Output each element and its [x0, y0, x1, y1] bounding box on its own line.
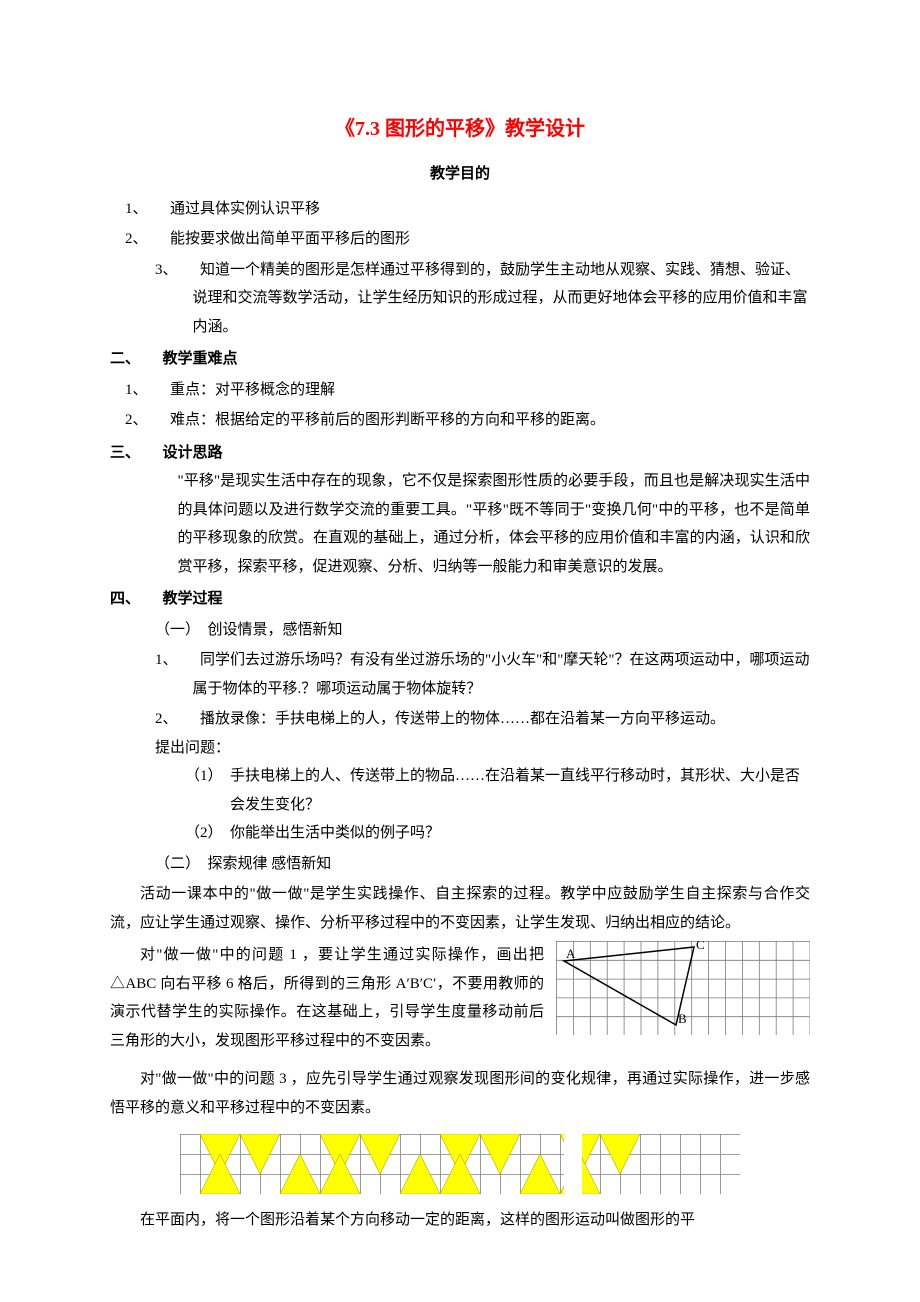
figure-triangle-grid: A B C [556, 941, 810, 1035]
section4-head: 四、 教学过程 [110, 585, 810, 614]
sec4-partA-qlabel: 提出问题： [110, 734, 810, 763]
sec1-item-3: 3、 知道一个精美的图形是怎样通过平移得到的，鼓励学生主动地从观察、实践、猜想、… [110, 256, 810, 342]
sec3-body: "平移"是现实生活中存在的现象，它不仅是探索图形性质的必要手段，而且也是解决现实… [110, 467, 810, 581]
sec1-item-1: 1、 通过具体实例认识平移 [110, 195, 810, 224]
sec4-partA-item-2: 2、 播放录像：手扶电梯上的人，传送带上的物体……都在沿着某一方向平移运动。 [110, 705, 810, 734]
section3-head: 三、 设计思路 [110, 439, 810, 468]
sec4-partA-head: （一） 创设情景，感悟新知 [110, 616, 810, 645]
figure-triangle-pattern [180, 1134, 740, 1194]
svg-text:A: A [566, 946, 576, 961]
svg-text:B: B [678, 1011, 687, 1026]
sec2-item-1: 1、 重点：对平移概念的理解 [110, 376, 810, 405]
sec4-partA-item-1: 1、 同学们去过游乐场吗？有没有坐过游乐场的"小火车"和"摩天轮"？在这两项运动… [110, 646, 810, 703]
sec4-partA-q2: （2） 你能举出生活中类似的例子吗？ [110, 819, 810, 848]
sec2-item-2: 2、 难点：根据给定的平移前后的图形判断平移的方向和平移的距离。 [110, 406, 810, 435]
sec1-item-2: 2、 能按要求做出简单平面平移后的图形 [110, 225, 810, 254]
sec4-partB-p1: 活动一课本中的"做一做"是学生实践操作、自主探索的过程。教学中应鼓励学生自主探索… [110, 880, 810, 937]
page-title: 《7.3 图形的平移》教学设计 [110, 110, 810, 148]
svg-text:C: C [696, 941, 705, 952]
sec4-partB-p3: 对"做一做"中的问题 3 ，应先引导学生通过观察发现图形间的变化规律，再通过实际… [110, 1065, 810, 1122]
sec4-partA-q1: （1） 手扶电梯上的人、传送带上的物品……在沿着某一直线平行移动时，其形状、大小… [110, 762, 810, 819]
sec4-partB-head: （二） 探索规律 感悟新知 [110, 850, 810, 879]
section1-head: 教学目的 [110, 160, 810, 189]
sec4-partB-p4: 在平面内，将一个图形沿着某个方向移动一定的距离，这样的图形运动叫做图形的平 [110, 1206, 810, 1235]
section2-head: 二、 教学重难点 [110, 345, 810, 374]
